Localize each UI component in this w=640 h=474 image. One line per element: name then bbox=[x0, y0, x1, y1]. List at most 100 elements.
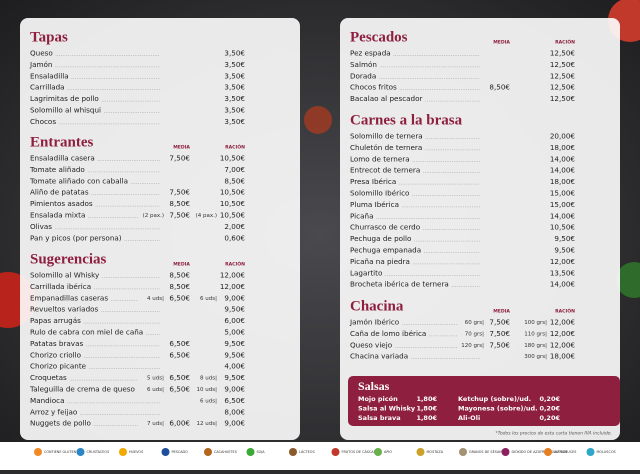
salsa-name: Mayonesa (sobre)/ud. bbox=[458, 405, 538, 413]
allergen-label: LÁCTEOS bbox=[299, 449, 315, 454]
salsa-name: Ketchup (sobre)/ud. bbox=[458, 395, 531, 403]
price-media: 6,00€ bbox=[169, 419, 190, 428]
price-racion: 3,50€ bbox=[224, 83, 245, 92]
item-name: Jamón bbox=[29, 60, 52, 69]
item-name: Rulo de cabra con miel de caña bbox=[30, 328, 143, 337]
price-media: 7,50€ bbox=[489, 318, 510, 327]
salsa-price: 0,20€ bbox=[539, 405, 560, 413]
salsa-price: 1,80€ bbox=[416, 414, 437, 422]
item-name: Lomo de ternera bbox=[350, 154, 410, 163]
item-name: Brocheta ibérica de ternera bbox=[350, 280, 449, 289]
item-name: Aliño de patatas bbox=[30, 188, 89, 197]
allergen-label: PESCADO bbox=[172, 450, 189, 454]
item-name: Pechuga empanada bbox=[350, 246, 421, 255]
item-name: Chorizo picante bbox=[30, 362, 87, 371]
price-racion: 10,50€ bbox=[220, 154, 246, 163]
item-name: Lagrimitas de pollo bbox=[30, 94, 99, 103]
item-name: Queso viejo bbox=[350, 340, 392, 349]
price-media: 6,50€ bbox=[169, 339, 190, 348]
column-header: MEDIA bbox=[173, 262, 190, 268]
item-name: Solomillo al Whisky bbox=[30, 271, 100, 280]
price-racion: 9,50€ bbox=[554, 234, 575, 243]
section-title: Tapas bbox=[30, 29, 68, 45]
column-header: RACIÓN bbox=[225, 144, 245, 151]
item-name: Carrillada ibérica bbox=[30, 282, 91, 291]
section-title: Chacina bbox=[350, 298, 404, 314]
price-racion: 18,00€ bbox=[550, 177, 576, 186]
item-name: Taleguilla de crema de queso bbox=[29, 385, 135, 394]
price-media: 7,50€ bbox=[169, 154, 190, 163]
quantity: 110 grs| bbox=[524, 331, 547, 337]
column-header: RACIÓN bbox=[555, 308, 575, 315]
price-racion: 12,00€ bbox=[220, 271, 246, 280]
quantity: 12 uds| bbox=[197, 421, 218, 427]
price-racion: 20,00€ bbox=[550, 132, 576, 141]
price-racion: 0,60€ bbox=[224, 233, 245, 242]
column-header: MEDIA bbox=[173, 145, 190, 151]
salsa-price: 0,20€ bbox=[539, 395, 560, 403]
allergen-icon bbox=[34, 448, 42, 456]
item-name: Chorizo criollo bbox=[30, 350, 81, 359]
quantity: (2 pax.) bbox=[143, 213, 164, 219]
allergen-icon bbox=[459, 448, 467, 456]
item-name: Empanadillas caseras bbox=[30, 293, 108, 302]
quantity: 4 uds| bbox=[147, 296, 164, 302]
pepper bbox=[304, 106, 332, 134]
item-name: Lagartito bbox=[350, 268, 382, 277]
price-racion: 12,00€ bbox=[550, 257, 576, 266]
salsa-price: 0,20€ bbox=[539, 414, 560, 422]
item-name: Caña de lomo ibérica bbox=[350, 329, 426, 338]
item-name: Entrecot de ternera bbox=[350, 166, 420, 175]
quantity: (4 pax.) bbox=[196, 213, 217, 219]
item-name: Ensaladilla bbox=[30, 71, 69, 80]
item-name: Pimientos asados bbox=[30, 199, 93, 208]
item-name: Jamón Ibérico bbox=[349, 318, 399, 327]
price-racion: 13,50€ bbox=[550, 268, 576, 277]
price-racion: 15,00€ bbox=[550, 189, 576, 198]
quantity: 6 uds| bbox=[147, 387, 164, 393]
allergen-label: CONTIENE GLUTEN bbox=[44, 450, 77, 454]
allergen-label: HUEVOS bbox=[129, 450, 143, 454]
item-name: Arroz y feijao bbox=[30, 407, 77, 416]
salsa-name: Salsa brava bbox=[358, 414, 401, 422]
price-racion: 10,50€ bbox=[220, 188, 246, 197]
price-racion: 3,50€ bbox=[224, 71, 245, 80]
allergen-label: APIO bbox=[384, 450, 392, 454]
item-name: Salmón bbox=[350, 60, 377, 69]
quantity: 300 grs| bbox=[524, 354, 547, 360]
price-racion: 12,50€ bbox=[550, 71, 576, 80]
salsa-price: 1,80€ bbox=[416, 405, 437, 413]
price-racion: 3,50€ bbox=[224, 60, 245, 69]
item-name: Queso bbox=[30, 49, 53, 58]
price-media: 7,50€ bbox=[489, 329, 510, 338]
price-racion: 6,50€ bbox=[224, 396, 245, 405]
price-media: 7,50€ bbox=[169, 211, 190, 220]
price-media: 6,50€ bbox=[169, 373, 190, 382]
price-media: 7,50€ bbox=[489, 340, 510, 349]
price-racion: 7,00€ bbox=[224, 165, 245, 174]
price-racion: 5,00€ bbox=[224, 328, 245, 337]
item-name: Picaña na piedra bbox=[350, 257, 410, 266]
section-title: Pescados bbox=[350, 29, 408, 45]
price-racion: 9,50€ bbox=[554, 246, 575, 255]
section-title: Entrantes bbox=[30, 134, 93, 150]
item-name: Solomillo Ibérico bbox=[350, 189, 409, 198]
quantity: 180 grs| bbox=[524, 343, 547, 349]
item-name: Chocos bbox=[30, 117, 56, 126]
price-racion: 14,00€ bbox=[550, 166, 576, 175]
quantity: 120 grs| bbox=[461, 343, 484, 349]
price-racion: 3,50€ bbox=[224, 106, 245, 115]
item-name: Picaña bbox=[350, 211, 374, 220]
price-racion: 3,50€ bbox=[224, 49, 245, 58]
allergen-icon bbox=[76, 448, 85, 456]
allergen-strip bbox=[0, 442, 640, 470]
salsa-price: 1,80€ bbox=[416, 395, 437, 403]
item-name: Olivas bbox=[30, 222, 52, 231]
item-name: Ensalada mixta bbox=[30, 211, 85, 220]
item-name: Pan y picos (por persona) bbox=[30, 233, 122, 242]
salsa-name: Salsa al Whisky bbox=[358, 405, 416, 413]
item-name: Mandioca bbox=[30, 396, 64, 405]
item-name: Solomillo al whisqui bbox=[30, 106, 101, 115]
price-racion: 9,00€ bbox=[224, 385, 245, 394]
